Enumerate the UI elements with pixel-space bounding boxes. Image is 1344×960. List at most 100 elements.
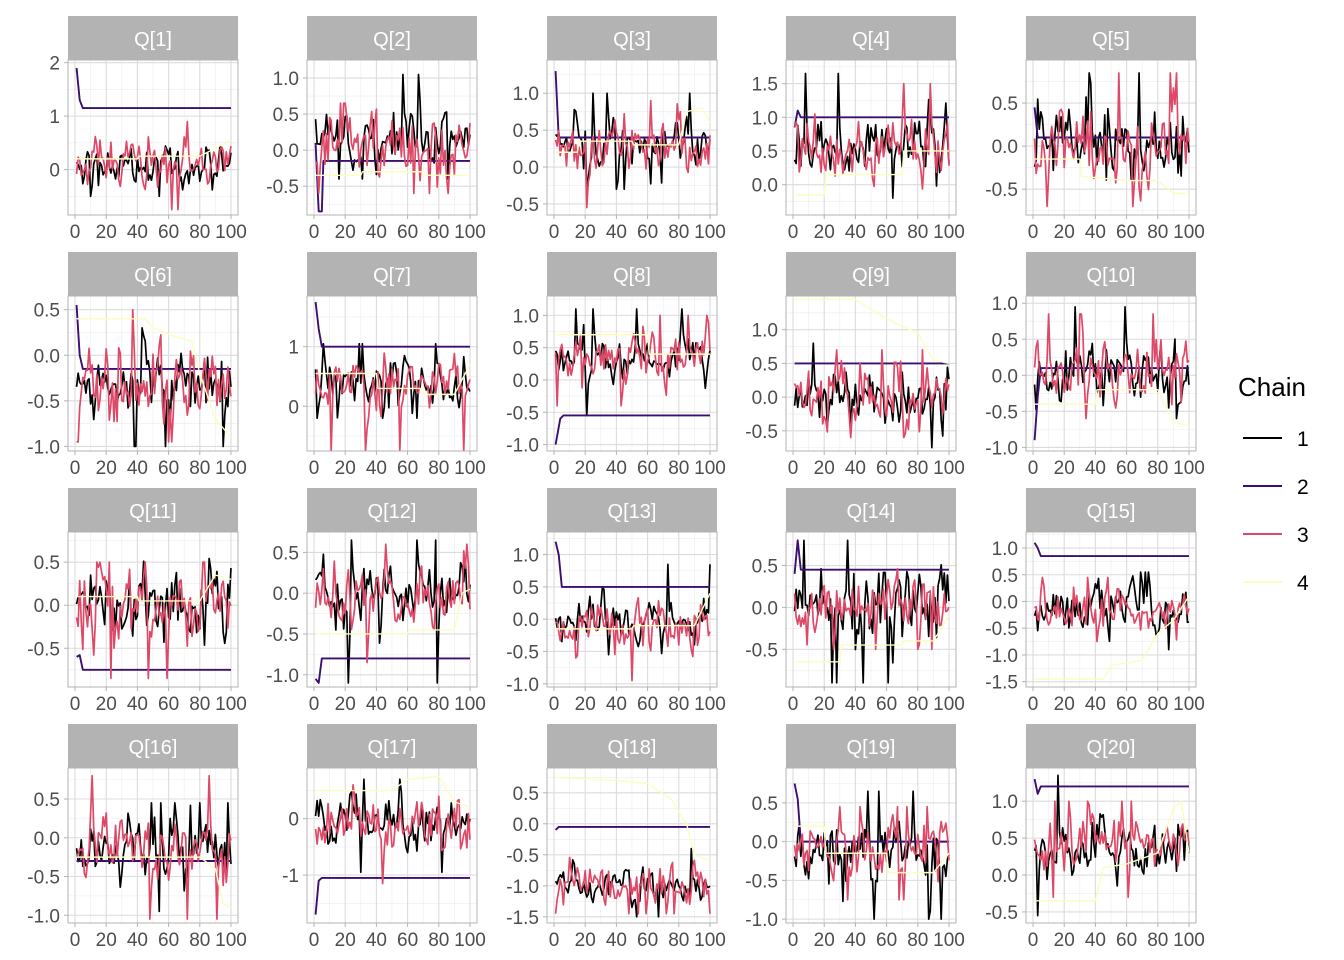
y-tick-label: 1.0 <box>752 108 778 129</box>
y-tick-label: 0.0 <box>992 137 1018 158</box>
x-tick-label: 60 <box>158 458 179 479</box>
y-tick-label: -1.0 <box>27 437 60 458</box>
x-tick-label: 40 <box>606 694 627 715</box>
series-line-chain-3 <box>1033 72 1190 208</box>
x-tick-label: 80 <box>428 458 449 479</box>
x-tick-label: 60 <box>158 694 179 715</box>
y-tick-label: -0.5 <box>506 642 539 663</box>
x-tick-label: 20 <box>335 458 356 479</box>
y-tick-label: -1.0 <box>506 436 539 457</box>
panel-strip <box>547 16 717 60</box>
panel-19: Q[19] -1.0 -0.5 0.0 0.5 0 20 40 60 80 100 <box>745 724 965 951</box>
series-line-chain-3 <box>75 120 232 211</box>
x-tick-label: 100 <box>1173 930 1205 951</box>
y-tick-label: 0.5 <box>992 566 1018 587</box>
series-line-chain-4 <box>315 364 471 396</box>
series-line-chain-2 <box>76 654 231 671</box>
series-line-chain-1 <box>75 802 232 913</box>
series-line-chain-3 <box>793 82 950 190</box>
series-line-chain-4 <box>794 150 949 196</box>
y-tick-label: -0.5 <box>27 392 60 413</box>
x-tick-label: 80 <box>428 694 449 715</box>
y-tick-label: 1.0 <box>992 539 1018 560</box>
series-line-chain-3 <box>314 784 471 885</box>
panel-title: Q[15] <box>1087 501 1136 523</box>
y-tick-label: -0.5 <box>745 640 778 661</box>
y-tick-label: -1.0 <box>506 675 539 696</box>
series-line-chain-1 <box>1033 571 1190 651</box>
x-tick-label: 40 <box>845 222 866 243</box>
x-tick-label: 100 <box>694 930 726 951</box>
y-tick-label: 1.0 <box>752 321 778 342</box>
panel-4: Q[4] 0.0 0.5 1.0 1.5 0 20 40 60 80 100 <box>752 16 965 243</box>
series-line-chain-4 <box>315 171 470 177</box>
panel-border <box>67 295 239 452</box>
series-line-chain-2 <box>554 825 710 831</box>
series-line-chain-1 <box>554 92 711 191</box>
x-tick-label: 40 <box>127 694 148 715</box>
x-tick-label: 20 <box>575 694 596 715</box>
y-tick-label: 0.0 <box>992 592 1018 613</box>
series-line-chain-3 <box>76 308 232 443</box>
series-line-chain-3 <box>75 561 232 680</box>
x-tick-label: 60 <box>637 222 658 243</box>
y-tick-label: -0.5 <box>745 422 778 443</box>
series-line-chain-1 <box>793 539 950 684</box>
panel-title: Q[20] <box>1087 737 1136 759</box>
panel-14: Q[14] -0.5 0.0 0.5 0 20 40 60 80 100 <box>745 488 965 715</box>
x-tick-label: 60 <box>876 458 897 479</box>
y-tick-label: -1.0 <box>506 877 539 898</box>
x-tick-label: 40 <box>366 930 387 951</box>
x-tick-label: 20 <box>1054 222 1075 243</box>
x-tick-label: 100 <box>215 694 247 715</box>
series-line-chain-4 <box>315 588 471 635</box>
x-tick-label: 100 <box>454 694 486 715</box>
panel-strip <box>547 724 717 768</box>
panel-title: Q[13] <box>608 501 657 523</box>
series-line-chain-4 <box>76 856 232 909</box>
x-tick-label: 0 <box>549 930 560 951</box>
panel-strip <box>1026 724 1196 768</box>
panel-strip <box>786 488 956 532</box>
panel-title: Q[4] <box>852 29 890 51</box>
y-tick-label: 1.5 <box>752 75 778 96</box>
series-group <box>75 67 232 211</box>
legend-label-chain-3: 3 <box>1297 524 1309 547</box>
x-tick-label: 100 <box>694 458 726 479</box>
x-tick-label: 40 <box>1085 222 1106 243</box>
y-tick-label: 1 <box>49 107 60 128</box>
series-group <box>314 301 471 451</box>
x-tick-label: 100 <box>933 694 965 715</box>
y-tick-label: -1.0 <box>266 666 299 687</box>
x-tick-label: 40 <box>606 930 627 951</box>
series-line-chain-1 <box>75 557 232 647</box>
x-tick-label: 40 <box>845 930 866 951</box>
series-line-chain-1 <box>1033 305 1190 420</box>
series-line-chain-4 <box>555 107 711 153</box>
x-tick-label: 0 <box>70 694 81 715</box>
panel-border <box>546 59 718 216</box>
legend: Chain 1 2 3 4 <box>1238 372 1309 595</box>
series-line-chain-2 <box>1033 107 1189 139</box>
panel-border <box>1025 531 1197 688</box>
y-tick-label: 0.0 <box>992 366 1018 387</box>
x-tick-label: 20 <box>1054 458 1075 479</box>
y-tick-label: -0.5 <box>266 177 299 198</box>
panel-17: Q[17] -1 0 0 20 40 60 80 100 <box>282 724 486 951</box>
series-line-chain-4 <box>555 593 711 630</box>
x-tick-label: 60 <box>637 694 658 715</box>
series-line-chain-2 <box>75 67 231 110</box>
panel-border <box>306 295 478 452</box>
x-tick-label: 100 <box>933 930 965 951</box>
x-tick-label: 40 <box>606 222 627 243</box>
panel-9: Q[9] -0.5 0.0 0.5 1.0 0 20 40 60 80 100 <box>745 252 965 479</box>
x-tick-label: 20 <box>96 458 117 479</box>
x-tick-label: 0 <box>309 694 320 715</box>
y-tick-label: 0.5 <box>752 142 778 163</box>
panel-title: Q[10] <box>1087 265 1136 287</box>
x-tick-label: 60 <box>637 458 658 479</box>
y-tick-label: -0.5 <box>985 180 1018 201</box>
x-tick-label: 0 <box>788 930 799 951</box>
series-line-chain-4 <box>76 139 232 160</box>
series-line-chain-1 <box>793 72 950 199</box>
